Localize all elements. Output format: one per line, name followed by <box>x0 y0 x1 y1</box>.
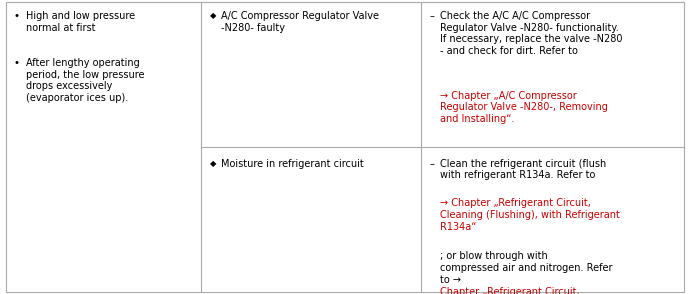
Text: Clean the refrigerant circuit (flush
with refrigerant R134a. Refer to: Clean the refrigerant circuit (flush wit… <box>440 159 607 180</box>
Text: ; or blow through with
compressed air and nitrogen. Refer
to →: ; or blow through with compressed air an… <box>440 251 613 285</box>
Text: After lengthy operating
period, the low pressure
drops excessively
(evaporator i: After lengthy operating period, the low … <box>26 58 145 103</box>
Text: ◆: ◆ <box>210 11 216 20</box>
Text: •: • <box>14 11 20 21</box>
Text: Chapter „Refrigerant Circuit,
Flushing with Compressed Air and
Nitrogen“).: Chapter „Refrigerant Circuit, Flushing w… <box>440 287 607 294</box>
Text: Moisture in refrigerant circuit: Moisture in refrigerant circuit <box>221 159 364 169</box>
Text: → Chapter „Refrigerant Circuit,
Cleaning (Flushing), with Refrigerant
R134a“: → Chapter „Refrigerant Circuit, Cleaning… <box>440 198 620 232</box>
Text: •: • <box>14 58 20 68</box>
Text: –: – <box>429 11 434 21</box>
Text: –: – <box>429 159 434 169</box>
Text: A/C Compressor Regulator Valve
-N280- faulty: A/C Compressor Regulator Valve -N280- fa… <box>221 11 379 33</box>
Text: → Chapter „A/C Compressor
Regulator Valve -N280-, Removing
and Installing“.: → Chapter „A/C Compressor Regulator Valv… <box>440 91 608 124</box>
Text: High and low pressure
normal at first: High and low pressure normal at first <box>26 11 135 33</box>
Text: Check the A/C A/C Compressor
Regulator Valve -N280- functionality.
If necessary,: Check the A/C A/C Compressor Regulator V… <box>440 11 622 56</box>
Text: ◆: ◆ <box>210 159 216 168</box>
